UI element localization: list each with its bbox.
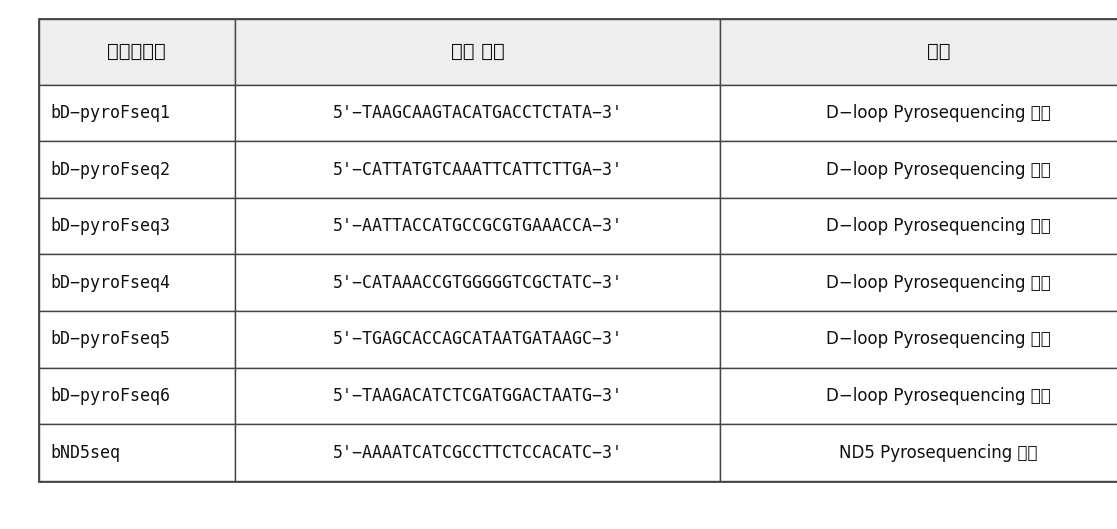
Bar	[235, 254, 720, 311]
Text: D−loop Pyrosequencing 분석: D−loop Pyrosequencing 분석	[825, 104, 1051, 122]
Text: bD−pyroFseq3: bD−pyroFseq3	[50, 217, 170, 235]
Text: ND5 Pyrosequencing 분석: ND5 Pyrosequencing 분석	[839, 443, 1038, 462]
Bar	[235, 19, 720, 85]
Bar	[235, 198, 720, 254]
Text: bD−pyroFseq6: bD−pyroFseq6	[50, 387, 170, 405]
Bar	[720, 85, 1117, 141]
Text: 5'−CATTATGTCAAATTCATTCTTGA−3': 5'−CATTATGTCAAATTCATTCTTGA−3'	[333, 160, 622, 179]
Bar	[39, 141, 235, 198]
Bar	[235, 424, 720, 481]
Bar	[235, 311, 720, 368]
Bar	[235, 141, 720, 198]
Bar	[39, 311, 235, 368]
Text: 5'−AATTACCATGCCGCGTGAAACCA−3': 5'−AATTACCATGCCGCGTGAAACCA−3'	[333, 217, 622, 235]
Bar	[720, 198, 1117, 254]
Bar	[235, 368, 720, 424]
Bar	[720, 424, 1117, 481]
Text: 5'−AAAATCATCGCCTTCTCCACATC−3': 5'−AAAATCATCGCCTTCTCCACATC−3'	[333, 443, 622, 462]
Text: D−loop Pyrosequencing 분석: D−loop Pyrosequencing 분석	[825, 217, 1051, 235]
Text: D−loop Pyrosequencing 분석: D−loop Pyrosequencing 분석	[825, 387, 1051, 405]
Text: bD−pyroFseq1: bD−pyroFseq1	[50, 104, 170, 122]
Text: D−loop Pyrosequencing 분석: D−loop Pyrosequencing 분석	[825, 330, 1051, 349]
Bar	[39, 19, 235, 85]
Text: D−loop Pyrosequencing 분석: D−loop Pyrosequencing 분석	[825, 273, 1051, 292]
Bar	[39, 19, 1117, 481]
Text: bND5seq: bND5seq	[50, 443, 121, 462]
Bar	[39, 424, 235, 481]
Bar	[235, 85, 720, 141]
Bar	[39, 368, 235, 424]
Text: bD−pyroFseq4: bD−pyroFseq4	[50, 273, 170, 292]
Text: bD−pyroFseq5: bD−pyroFseq5	[50, 330, 170, 349]
Text: 5'−TAAGCAAGTACATGACCTCTATA−3': 5'−TAAGCAAGTACATGACCTCTATA−3'	[333, 104, 622, 122]
Bar	[39, 85, 235, 141]
Bar	[39, 254, 235, 311]
Bar	[720, 311, 1117, 368]
Text: 염기 서열: 염기 서열	[450, 42, 505, 61]
Bar	[720, 141, 1117, 198]
Text: 5'−TAAGACATCTCGATGGACTAATG−3': 5'−TAAGACATCTCGATGGACTAATG−3'	[333, 387, 622, 405]
Text: 5'−TGAGCACCAGCATAATGATAAGC−3': 5'−TGAGCACCAGCATAATGATAAGC−3'	[333, 330, 622, 349]
Text: bD−pyroFseq2: bD−pyroFseq2	[50, 160, 170, 179]
Bar	[720, 368, 1117, 424]
Bar	[720, 19, 1117, 85]
Text: 5'−CATAAACCGTGGGGGTCGCTATC−3': 5'−CATAAACCGTGGGGGTCGCTATC−3'	[333, 273, 622, 292]
Bar	[720, 254, 1117, 311]
Bar	[39, 198, 235, 254]
Text: 프라이머명: 프라이머명	[107, 42, 166, 61]
Text: D−loop Pyrosequencing 분석: D−loop Pyrosequencing 분석	[825, 160, 1051, 179]
Text: 용도: 용도	[926, 42, 951, 61]
